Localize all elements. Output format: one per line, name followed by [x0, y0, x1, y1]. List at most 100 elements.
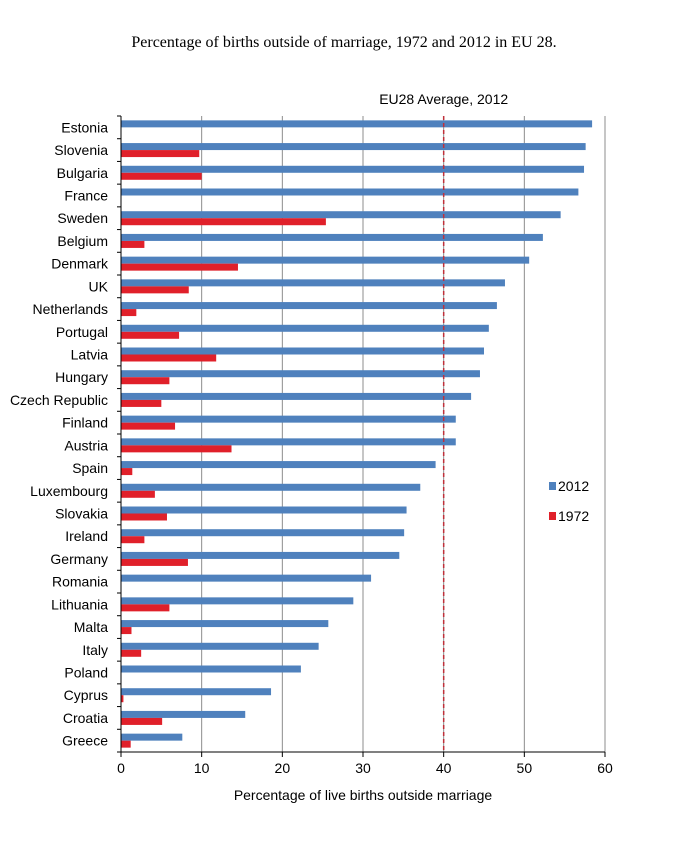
bar-2012-romania — [121, 574, 372, 582]
bar-1972-finland — [121, 422, 176, 430]
bar-2012-spain — [121, 461, 436, 469]
bar-2012-cyprus — [121, 688, 272, 696]
bar-2012-latvia — [121, 347, 484, 355]
bar-1972-bulgaria — [121, 172, 202, 180]
category-label: Greece — [62, 733, 108, 749]
x-axis-title: Percentage of live births outside marria… — [234, 787, 493, 803]
category-label: Malta — [74, 619, 108, 635]
x-tick-label-30: 30 — [355, 760, 371, 776]
category-label: Czech Republic — [10, 392, 108, 408]
bar-1972-germany — [121, 558, 188, 566]
category-label: Slovenia — [54, 142, 108, 158]
legend: 2012 1972 — [549, 478, 589, 524]
bar-2012-netherlands — [121, 302, 497, 310]
category-label: Luxembourg — [30, 483, 108, 499]
legend-swatch-1972 — [549, 512, 556, 520]
category-label: Portugal — [56, 324, 108, 340]
bar-2012-hungary — [121, 370, 480, 378]
category-label: Italy — [82, 642, 108, 658]
category-label: Bulgaria — [57, 165, 109, 181]
bar-1972-greece — [121, 740, 131, 748]
bar-1972-italy — [121, 649, 142, 657]
category-label: Spain — [72, 460, 108, 476]
eu28-average-label: EU28 Average, 2012 — [379, 91, 508, 107]
bar-1972-slovakia — [121, 513, 167, 521]
category-label: Germany — [50, 551, 108, 567]
bar-2012-slovenia — [121, 143, 586, 151]
bar-1972-belgium — [121, 240, 145, 248]
category-label: Croatia — [63, 710, 108, 726]
x-tick-label-10: 10 — [194, 760, 210, 776]
legend-swatch-2012 — [549, 482, 556, 490]
category-label: Cyprus — [64, 687, 108, 703]
x-tick-label-40: 40 — [436, 760, 452, 776]
category-label: Denmark — [51, 256, 109, 272]
bar-2012-sweden — [121, 211, 561, 219]
category-label: Austria — [64, 437, 108, 453]
bar-1972-austria — [121, 445, 232, 453]
bar-2012-finland — [121, 415, 456, 423]
bar-1972-czech-republic — [121, 399, 162, 407]
chart-title: Percentage of births outside of marriage… — [131, 34, 557, 51]
x-tick-label-0: 0 — [117, 760, 125, 776]
bar-2012-bulgaria — [121, 165, 585, 173]
bar-2012-belgium — [121, 233, 543, 241]
category-label: Lithuania — [51, 596, 108, 612]
category-label: Latvia — [71, 347, 109, 363]
x-tick-label-60: 60 — [597, 760, 613, 776]
bar-2012-malta — [121, 620, 329, 628]
bar-1972-slovenia — [121, 150, 200, 158]
bar-1972-uk — [121, 286, 189, 294]
category-label: Poland — [64, 665, 108, 681]
bar-2012-luxembourg — [121, 483, 421, 491]
reference-line-group: EU28 Average, 2012 — [379, 91, 508, 752]
bar-1972-denmark — [121, 263, 238, 271]
bar-2012-portugal — [121, 324, 489, 332]
category-label: Netherlands — [33, 301, 109, 317]
bar-1972-malta — [121, 627, 132, 635]
category-label: Finland — [62, 415, 108, 431]
bar-1972-sweden — [121, 218, 326, 226]
category-label: UK — [89, 278, 109, 294]
bar-1972-cyprus — [121, 695, 124, 703]
bar-2012-greece — [121, 733, 183, 741]
bar-1972-latvia — [121, 354, 217, 362]
bar-2012-denmark — [121, 256, 530, 264]
bar-2012-germany — [121, 551, 400, 559]
bar-1972-hungary — [121, 377, 170, 385]
category-label: Ireland — [65, 528, 108, 544]
bar-2012-slovakia — [121, 506, 407, 514]
bar-1972-croatia — [121, 717, 163, 725]
bar-2012-czech-republic — [121, 392, 472, 400]
category-label: France — [64, 188, 108, 204]
bar-2012-uk — [121, 279, 505, 287]
category-label: Hungary — [55, 369, 108, 385]
legend-label-2012: 2012 — [558, 478, 589, 494]
bar-2012-austria — [121, 438, 456, 446]
category-label: Sweden — [57, 210, 108, 226]
bar-2012-ireland — [121, 529, 405, 537]
category-label: Romania — [52, 574, 108, 590]
bars — [121, 120, 593, 748]
bar-1972-portugal — [121, 331, 180, 339]
category-labels: Estonia Slovenia Bulgaria France Sweden Belgi… — [10, 119, 109, 748]
bar-1972-ireland — [121, 536, 145, 544]
bar-1972-lithuania — [121, 604, 170, 612]
x-tick-label-50: 50 — [517, 760, 533, 776]
x-tick-label-20: 20 — [275, 760, 291, 776]
bar-2012-estonia — [121, 120, 593, 128]
category-label: Estonia — [61, 119, 108, 135]
bar-2012-france — [121, 188, 579, 196]
bar-1972-netherlands — [121, 309, 137, 317]
bar-2012-lithuania — [121, 597, 354, 605]
category-label: Belgium — [57, 233, 108, 249]
category-label: Slovakia — [55, 506, 108, 522]
bar-2012-croatia — [121, 710, 246, 718]
legend-label-1972: 1972 — [558, 508, 589, 524]
bar-2012-italy — [121, 642, 319, 650]
axes: 0 10 20 30 40 50 60 — [117, 115, 613, 776]
bar-1972-spain — [121, 468, 133, 476]
bar-2012-poland — [121, 665, 301, 673]
bar-1972-luxembourg — [121, 490, 155, 498]
